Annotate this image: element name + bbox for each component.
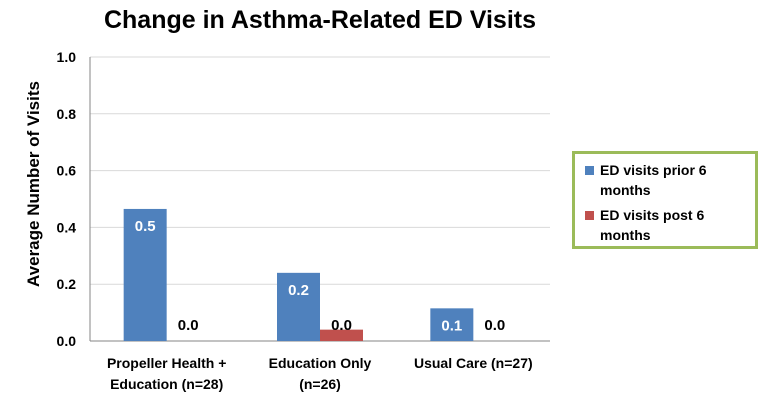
legend-item-prior: ED visits prior 6 months [585, 160, 745, 200]
y-tick-label: 0.2 [57, 276, 77, 292]
data-label: 0.2 [288, 282, 309, 299]
bar-prior [277, 272, 320, 341]
legend-swatch-prior [585, 166, 594, 175]
data-label: 0.0 [178, 317, 199, 334]
legend-label-post: ED visits post 6 months [600, 207, 705, 243]
y-tick-label: 0.4 [57, 219, 77, 235]
x-tick-label: Propeller Health + [107, 355, 226, 371]
x-tick-label: (n=26) [299, 376, 341, 392]
x-tick-label: Usual Care (n=27) [414, 355, 533, 371]
chart-title: Change in Asthma-Related ED Visits [103, 6, 537, 34]
y-tick-label: 0.6 [57, 163, 77, 179]
legend-item-post: ED visits post 6 months [585, 205, 745, 245]
y-tick-label: 0.8 [57, 106, 77, 122]
bar-prior [123, 208, 167, 341]
bar-prior [430, 308, 474, 341]
legend-label-prior: ED visits prior 6 months [600, 162, 707, 198]
data-label: 0.1 [441, 317, 462, 334]
y-tick-label: 0.0 [57, 333, 77, 349]
x-tick-label: Education (n=28) [110, 376, 223, 392]
data-label: 0.5 [135, 218, 156, 235]
data-label: 0.0 [484, 317, 505, 334]
bar-post [320, 329, 363, 341]
y-tick-label: 1.0 [57, 49, 77, 65]
legend-swatch-post [585, 211, 594, 220]
data-label: 0.0 [331, 317, 352, 334]
legend: ED visits prior 6 months ED visits post … [572, 151, 758, 249]
x-tick-label: Education Only [269, 355, 372, 371]
